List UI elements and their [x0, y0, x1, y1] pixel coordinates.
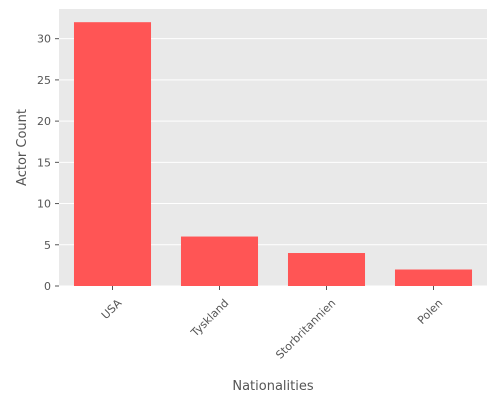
bars	[73, 22, 473, 286]
bar-usa	[73, 22, 152, 286]
bar-tyskland	[180, 236, 259, 286]
bar-storbritannien	[287, 253, 366, 286]
y-tick-label: 30	[37, 33, 51, 46]
y-axis-title: Actor Count	[15, 109, 30, 186]
bar-polen	[394, 269, 473, 286]
y-tick-label: 15	[37, 156, 51, 169]
x-axis-ticks: USA Tyskland Storbritannien Polen	[99, 286, 445, 362]
y-tick-label: 20	[37, 115, 51, 128]
y-tick-label: 5	[44, 239, 51, 252]
x-axis-title: Nationalities	[232, 379, 313, 394]
x-tick-label: Polen	[415, 297, 445, 327]
y-tick-label: 25	[37, 74, 51, 87]
y-tick-label: 10	[37, 198, 51, 211]
x-tick-label: USA	[99, 296, 125, 322]
y-tick-label: 0	[44, 280, 51, 293]
x-tick-label: Storbritannien	[273, 297, 338, 362]
x-tick-label: Tyskland	[188, 297, 231, 340]
y-axis-ticks: 0 5 10 15 20 25 30	[37, 33, 59, 293]
